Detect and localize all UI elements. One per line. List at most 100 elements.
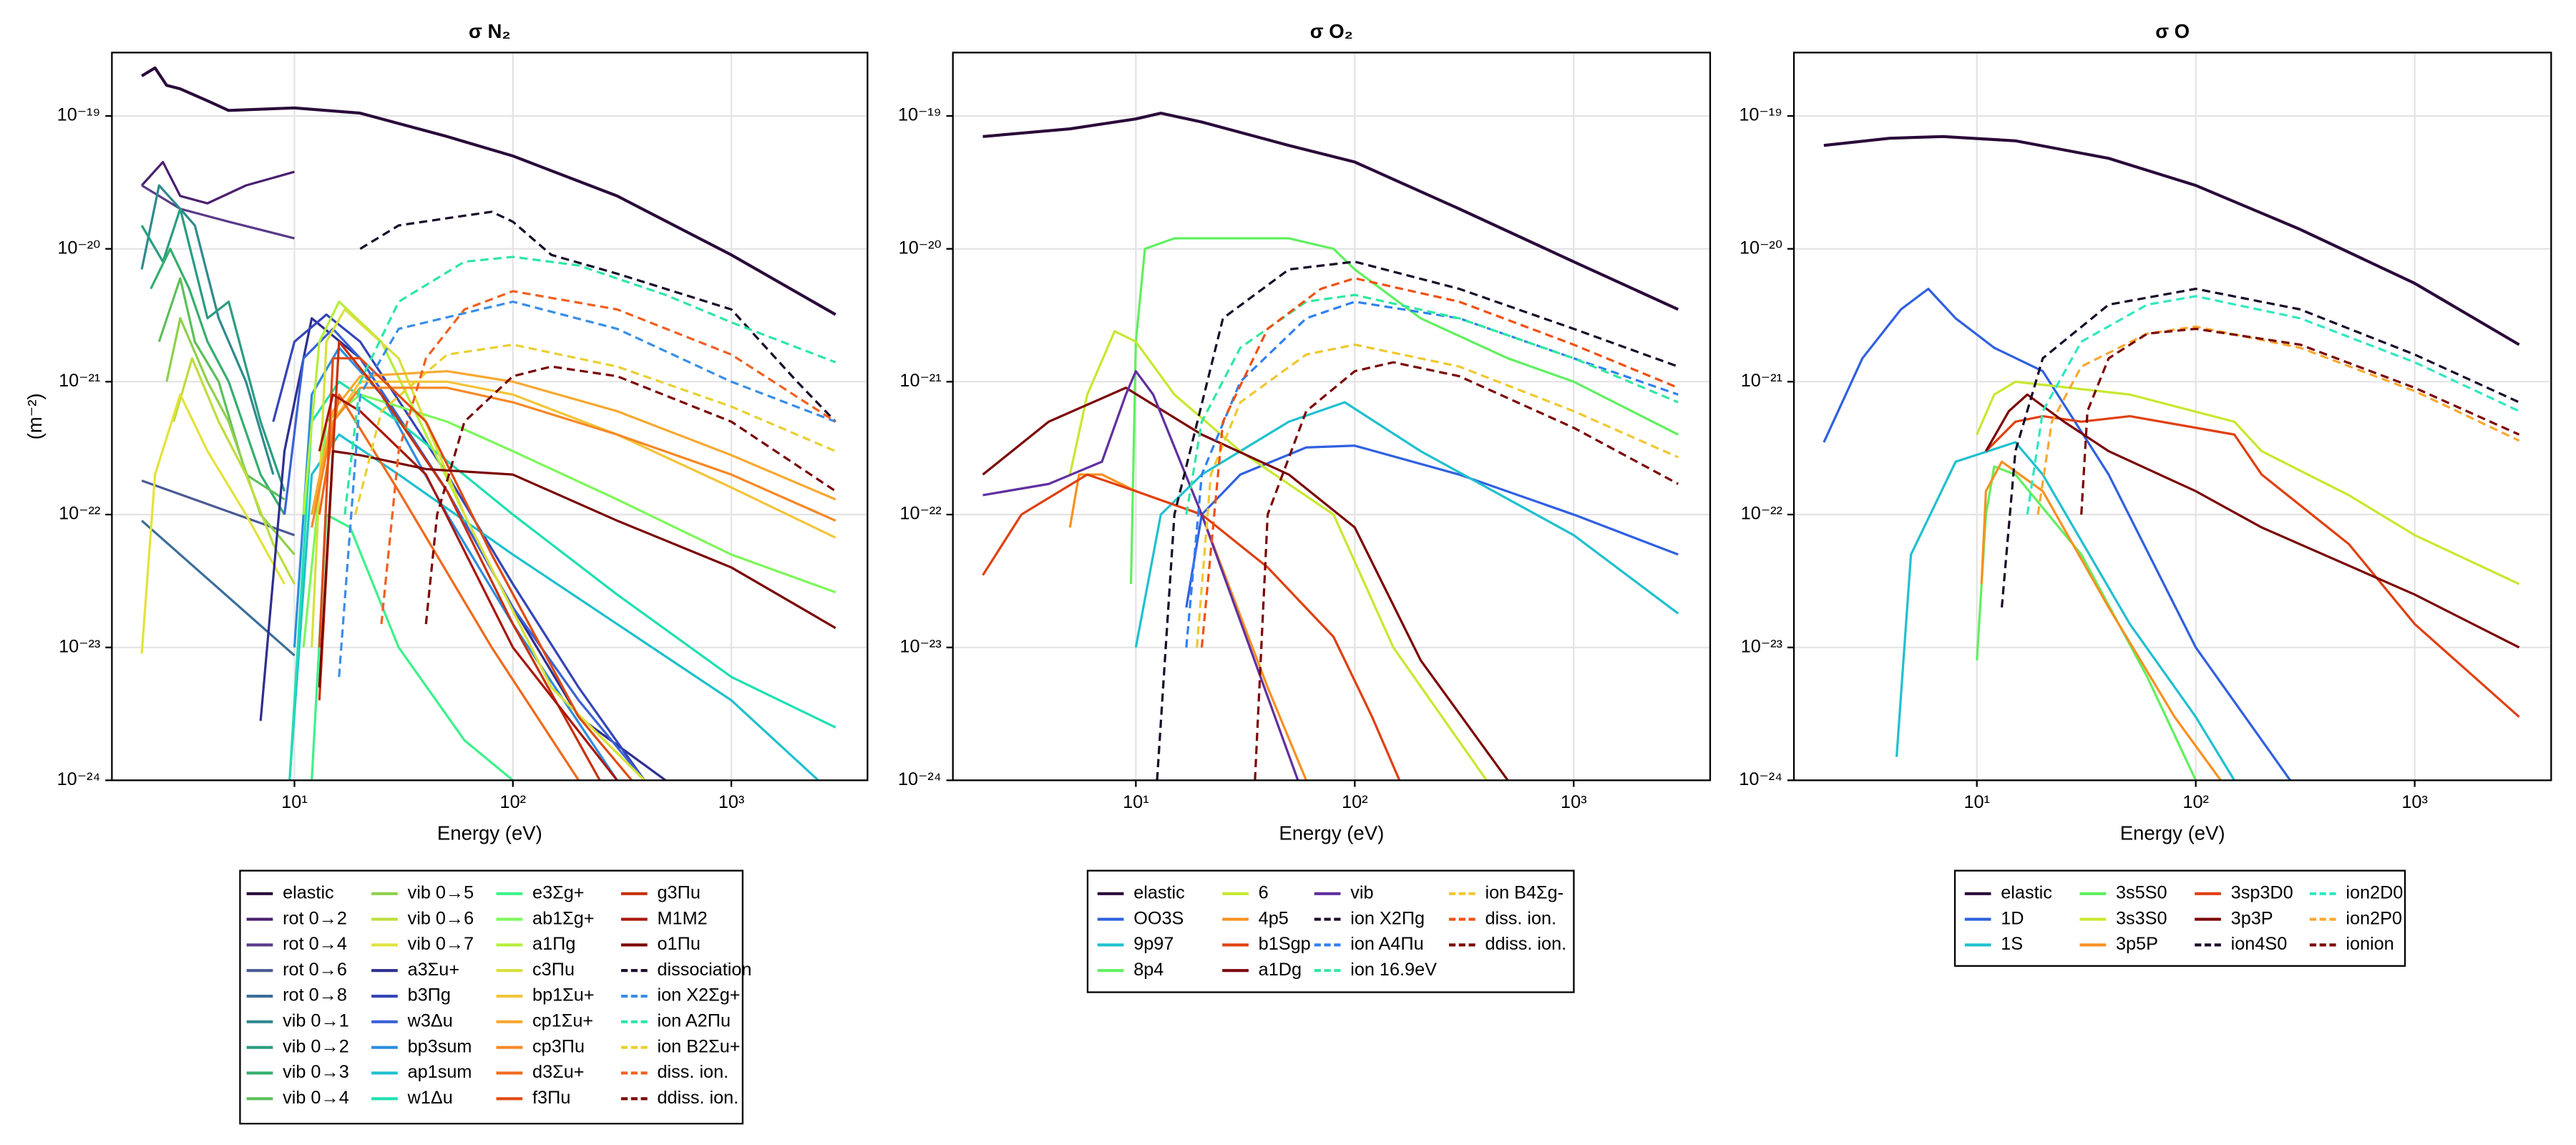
legend-label: w3Δu (407, 1011, 453, 1031)
series-line (338, 300, 836, 678)
legend-label: b1Sgp (1259, 934, 1311, 954)
series-line (140, 160, 295, 205)
legend-label: rot 0→8 (283, 985, 347, 1005)
legend-label: M1M2 (658, 908, 708, 928)
legend-label: e3Σg+ (532, 882, 584, 902)
legend-label: ion2P0 (2346, 908, 2402, 928)
y-tick-label: 10⁻²³ (1741, 636, 1782, 656)
legend-label: ion X2Σg+ (658, 985, 741, 1005)
legend-label: vib 0→7 (408, 934, 474, 954)
legend-label: bp3sum (408, 1036, 472, 1056)
legend-label: 9p97 (1133, 934, 1174, 954)
legend-label: rot 0→6 (283, 960, 347, 980)
series-line (359, 210, 836, 423)
series-line (165, 317, 296, 555)
legend-label: ion 16.9eV (1350, 960, 1437, 980)
legend-label: 3s3S0 (2116, 908, 2167, 928)
legend-label: 3p3P (2231, 908, 2273, 928)
series-line (157, 277, 286, 501)
series-line (1976, 380, 2520, 585)
plot-frame (111, 52, 869, 781)
legend-label: o1Πu (658, 934, 701, 954)
legend-label: 3sp3D0 (2231, 882, 2293, 902)
plot-frame (952, 52, 1712, 781)
series-line (141, 66, 836, 316)
y-tick-label: 10⁻²³ (59, 636, 100, 656)
legend-label: vib (1350, 882, 1373, 902)
legend-label: vib 0→6 (408, 908, 474, 928)
series-line (140, 184, 275, 475)
y-tick-label: 10⁻²⁴ (898, 769, 942, 789)
legend-label: w1Δu (407, 1088, 453, 1108)
series-line (1156, 260, 1679, 781)
series-line (140, 393, 286, 654)
x-tick-label: 10³ (1561, 792, 1587, 812)
series-line (2080, 327, 2520, 515)
legend-label: 6 (1259, 882, 1269, 902)
legend-label: diss. ion. (1485, 908, 1556, 928)
plot-area (140, 66, 836, 781)
series-line (1984, 393, 2520, 649)
legend-label: a1Dg (1259, 960, 1302, 980)
legend-label: f3Πu (532, 1088, 570, 1108)
plot-area (982, 112, 1679, 781)
y-tick-label: 10⁻²² (899, 504, 941, 524)
legend-label: ion B2Σu+ (658, 1036, 741, 1056)
legend-label: ion B4Σg- (1485, 882, 1563, 902)
legend-label: OO3S (1133, 908, 1184, 928)
y-tick-label: 10⁻²⁰ (1740, 238, 1782, 258)
series-line (354, 344, 836, 515)
legend: elastic 1D 1S 3s5S0 3s3S0 3p5P 3sp3D0 3p3P ion4S… (1953, 869, 2406, 967)
chart-title: σ O₂ (1310, 20, 1353, 42)
legend-label: ion A2Πu (658, 1011, 731, 1031)
y-tick-label: 10⁻¹⁹ (1739, 105, 1782, 125)
y-tick-label: 10⁻¹⁹ (898, 105, 942, 125)
legend-label: 1S (2001, 934, 2023, 954)
x-tick-label: 10¹ (281, 792, 308, 812)
legend-label: bp1Σu+ (532, 985, 595, 1005)
legend-label: vib 0→4 (283, 1088, 349, 1108)
x-axis-label: Energy (eV) (437, 822, 542, 844)
plot-frame (1792, 52, 2552, 781)
legend-label: dissociation (658, 960, 752, 980)
series-line (1985, 414, 2520, 718)
legend-label: vib 0→2 (283, 1036, 349, 1056)
y-tick-label: 10⁻²¹ (59, 371, 100, 391)
x-tick-label: 10³ (718, 792, 745, 812)
legend-label: ion A4Πu (1350, 934, 1423, 954)
x-tick-label: 10¹ (1123, 792, 1149, 812)
series-line (1200, 277, 1679, 648)
legend-label: a3Σu+ (408, 960, 459, 980)
series-line (288, 380, 836, 781)
y-tick-label: 10⁻²² (59, 504, 100, 524)
legend-label: 3p5P (2116, 934, 2158, 954)
series-line (1254, 361, 1679, 781)
x-tick-label: 10² (1342, 792, 1368, 812)
series-line (318, 357, 633, 781)
series-line (1196, 344, 1679, 648)
legend-label: a1Πg (532, 934, 575, 954)
series-line (311, 308, 645, 781)
legend-label: diss. ion. (658, 1062, 729, 1082)
legend-label: 3s5S0 (2116, 882, 2167, 902)
series-line (982, 386, 1509, 781)
legend-label: ab1Σg+ (532, 908, 595, 928)
legend-label: ion4S0 (2231, 934, 2288, 954)
legend-label: 8p4 (1133, 960, 1163, 980)
legend-label: g3Πu (658, 882, 701, 902)
series-line (318, 393, 618, 781)
series-line (2026, 295, 2520, 515)
chart-title: σ N₂ (469, 20, 511, 42)
series-line (311, 386, 836, 528)
series-line (1129, 237, 1679, 585)
legend-box (239, 869, 744, 1125)
x-tick-label: 10¹ (1963, 792, 1990, 812)
legend: elastic OO3S 9p97 8p4 6 4p5 b1Sgp a1Dg vib ion X2… (1086, 869, 1575, 993)
legend-label: elastic (283, 882, 334, 902)
x-axis-label: Energy (eV) (2120, 822, 2225, 844)
legend-label: 4p5 (1259, 908, 1289, 928)
series-line (288, 433, 819, 781)
series-line (1185, 444, 1679, 608)
legend-label: c3Πu (532, 960, 575, 980)
